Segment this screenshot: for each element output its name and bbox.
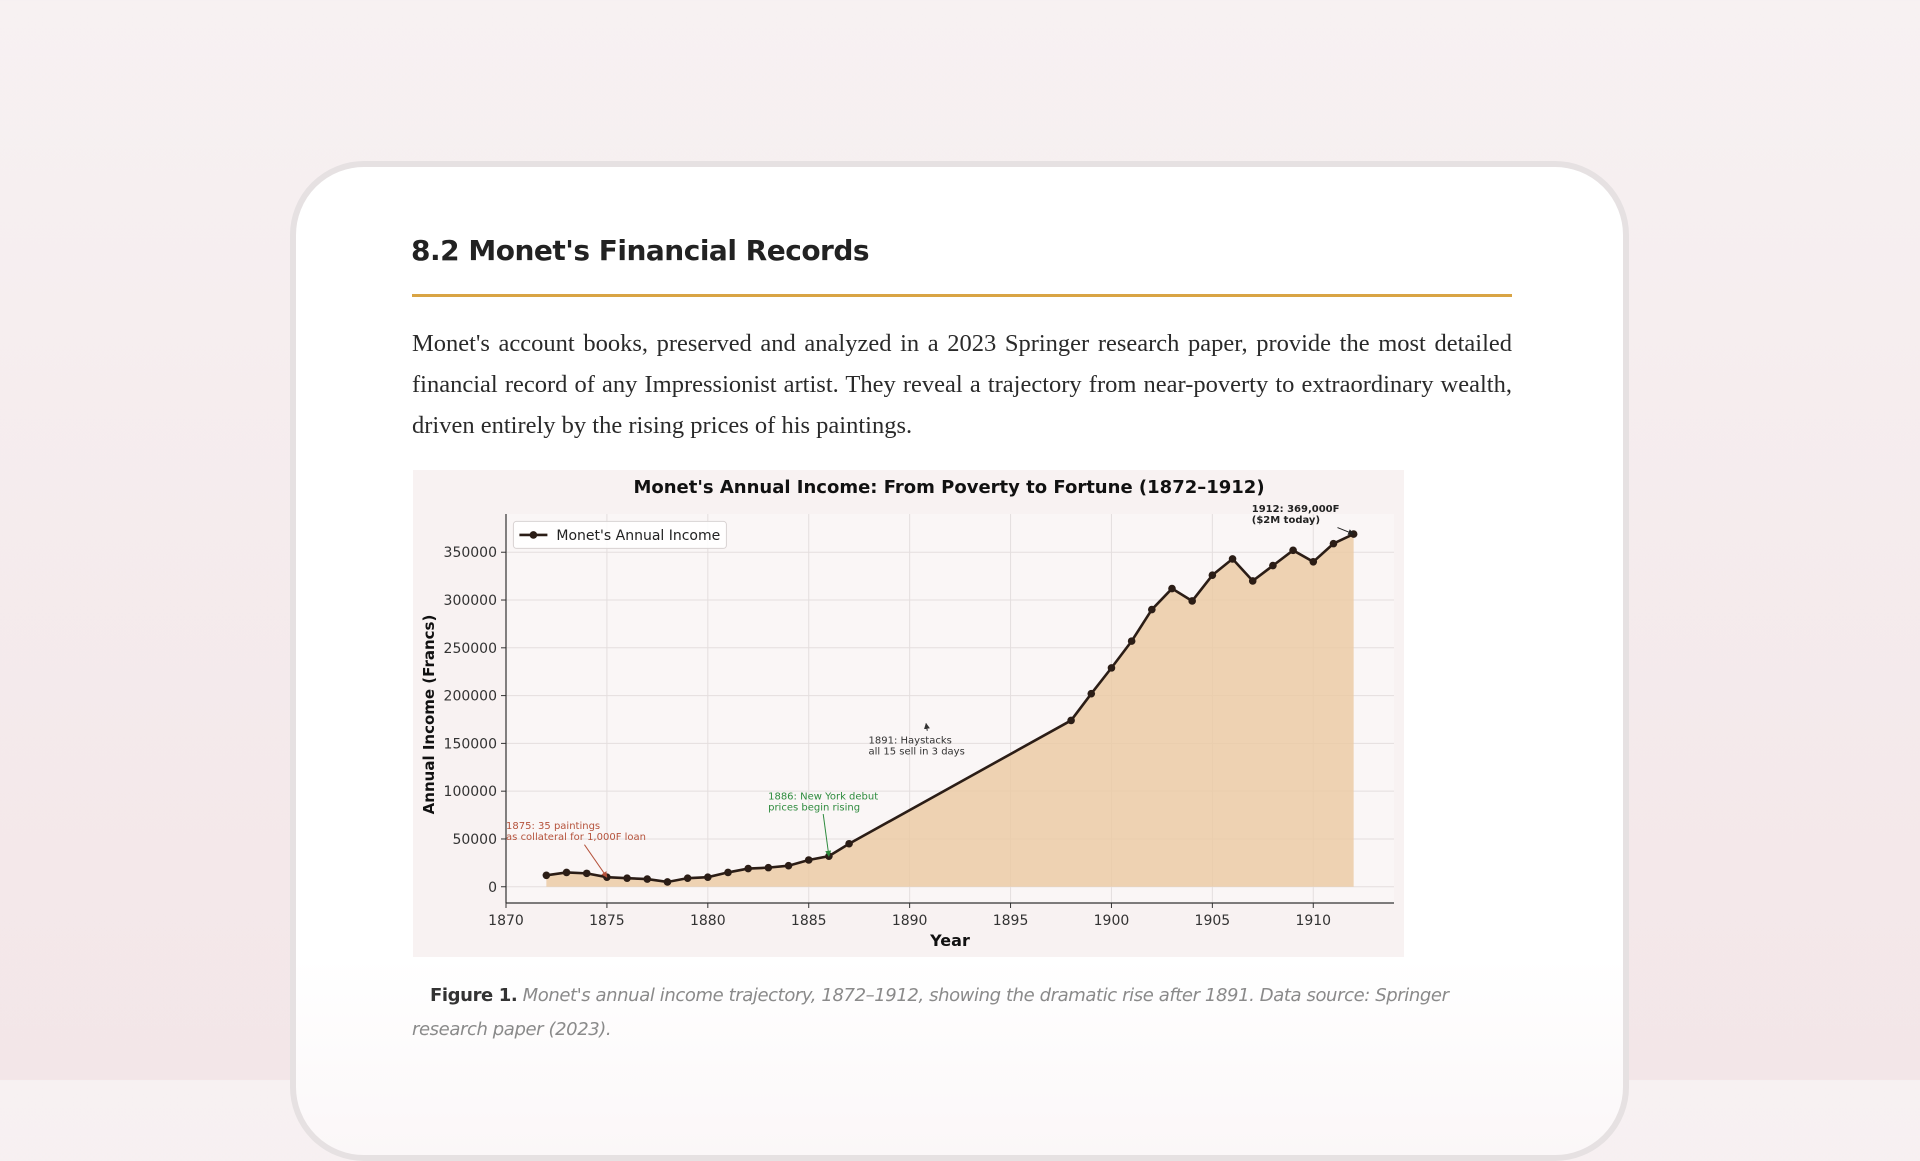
annotation-text: 1875: 35 paintings [506, 821, 600, 832]
annotation-arrow [1337, 527, 1355, 535]
annotation-arrow [822, 814, 832, 857]
x-tick-label: 1910 [1295, 913, 1331, 929]
data-point [1087, 689, 1096, 698]
data-point [663, 878, 672, 886]
data-point [643, 875, 652, 883]
annotation-text: prices begin rising [768, 803, 860, 814]
paragraph: Monet's account books, preserved and ana… [412, 330, 1512, 439]
chart: 0 50000 100000 150000 200000 250000 300000 3500… [420, 477, 1394, 950]
x-tick-label: 1875 [589, 913, 625, 929]
data-point [1127, 637, 1136, 645]
y-tick-label: 250000 [444, 641, 497, 657]
data-point [1188, 597, 1196, 605]
x-tick-label: 1895 [993, 913, 1029, 929]
y-tick-label: 100000 [444, 784, 497, 800]
data-point [582, 869, 591, 878]
y-tick-label: 150000 [444, 736, 497, 752]
data-point [1309, 557, 1318, 566]
y-tick-label: 300000 [444, 593, 497, 609]
data-point [1289, 546, 1297, 555]
data-point [1107, 664, 1116, 672]
data-point [1248, 577, 1257, 585]
data-point [784, 861, 793, 870]
x-tick-label: 1870 [488, 913, 524, 929]
x-axis-label: Year [929, 931, 970, 950]
data-point [1148, 605, 1156, 614]
annotation-arrow [923, 722, 930, 731]
data-point [623, 874, 631, 882]
x-tick-label: 1880 [690, 913, 726, 929]
data-point [764, 863, 773, 872]
y-tick-label: 0 [488, 880, 497, 896]
data-point [724, 868, 732, 877]
legend: Monet's Annual Income [512, 520, 727, 549]
caption-label: Figure 1. [430, 985, 518, 1006]
data-point [1067, 716, 1075, 725]
data-point [1208, 571, 1217, 579]
section-heading: 8.2 Monet's Financial Records [411, 234, 870, 267]
x-tick-label: 1905 [1195, 913, 1231, 929]
data-point [562, 868, 571, 877]
legend-box [512, 520, 727, 549]
heading-rule [412, 294, 1512, 297]
data-point [704, 873, 712, 881]
data-point [804, 856, 813, 864]
figure: 0 50000 100000 150000 200000 250000 300000 3500… [413, 470, 1404, 957]
x-tick-label: 1885 [791, 913, 827, 929]
data-point [744, 864, 752, 873]
caption: Figure 1. Monet's annual income trajecto… [412, 979, 1512, 1047]
annotation-text: 1891: Haystacks [869, 735, 952, 746]
data-point [1168, 584, 1176, 593]
data-point [542, 871, 551, 880]
caption-text: Monet's annual income trajectory, 1872–1… [412, 985, 1449, 1040]
annotation-arrow [584, 844, 608, 878]
annotation-text: ($2M today) [1252, 515, 1320, 526]
annotation-text: all 15 sell in 3 days [869, 746, 965, 757]
area-fill [546, 534, 1354, 887]
chart-title: Monet's Annual Income: From Poverty to F… [633, 477, 1264, 498]
annotation-text: 1912: 369,000F [1252, 504, 1340, 515]
legend-marker [529, 531, 538, 539]
data-point [845, 839, 853, 848]
data-point [1329, 539, 1338, 548]
y-axis-label: Annual Income (Francs) [420, 615, 438, 815]
y-tick-label: 50000 [452, 832, 497, 848]
data-point [1269, 561, 1277, 570]
x-tick-label: 1890 [892, 913, 928, 929]
y-tick-label: 200000 [444, 689, 497, 705]
annotation-text: as collateral for 1,000F loan [506, 832, 646, 843]
y-tick-label: 350000 [444, 545, 497, 561]
annotation-text: 1886: New York debut [768, 792, 878, 803]
legend-label: Monet's Annual Income [556, 528, 720, 544]
x-tick-label: 1900 [1094, 913, 1130, 929]
data-point [683, 874, 692, 882]
data-point [1228, 555, 1237, 563]
data-point [1349, 530, 1358, 538]
